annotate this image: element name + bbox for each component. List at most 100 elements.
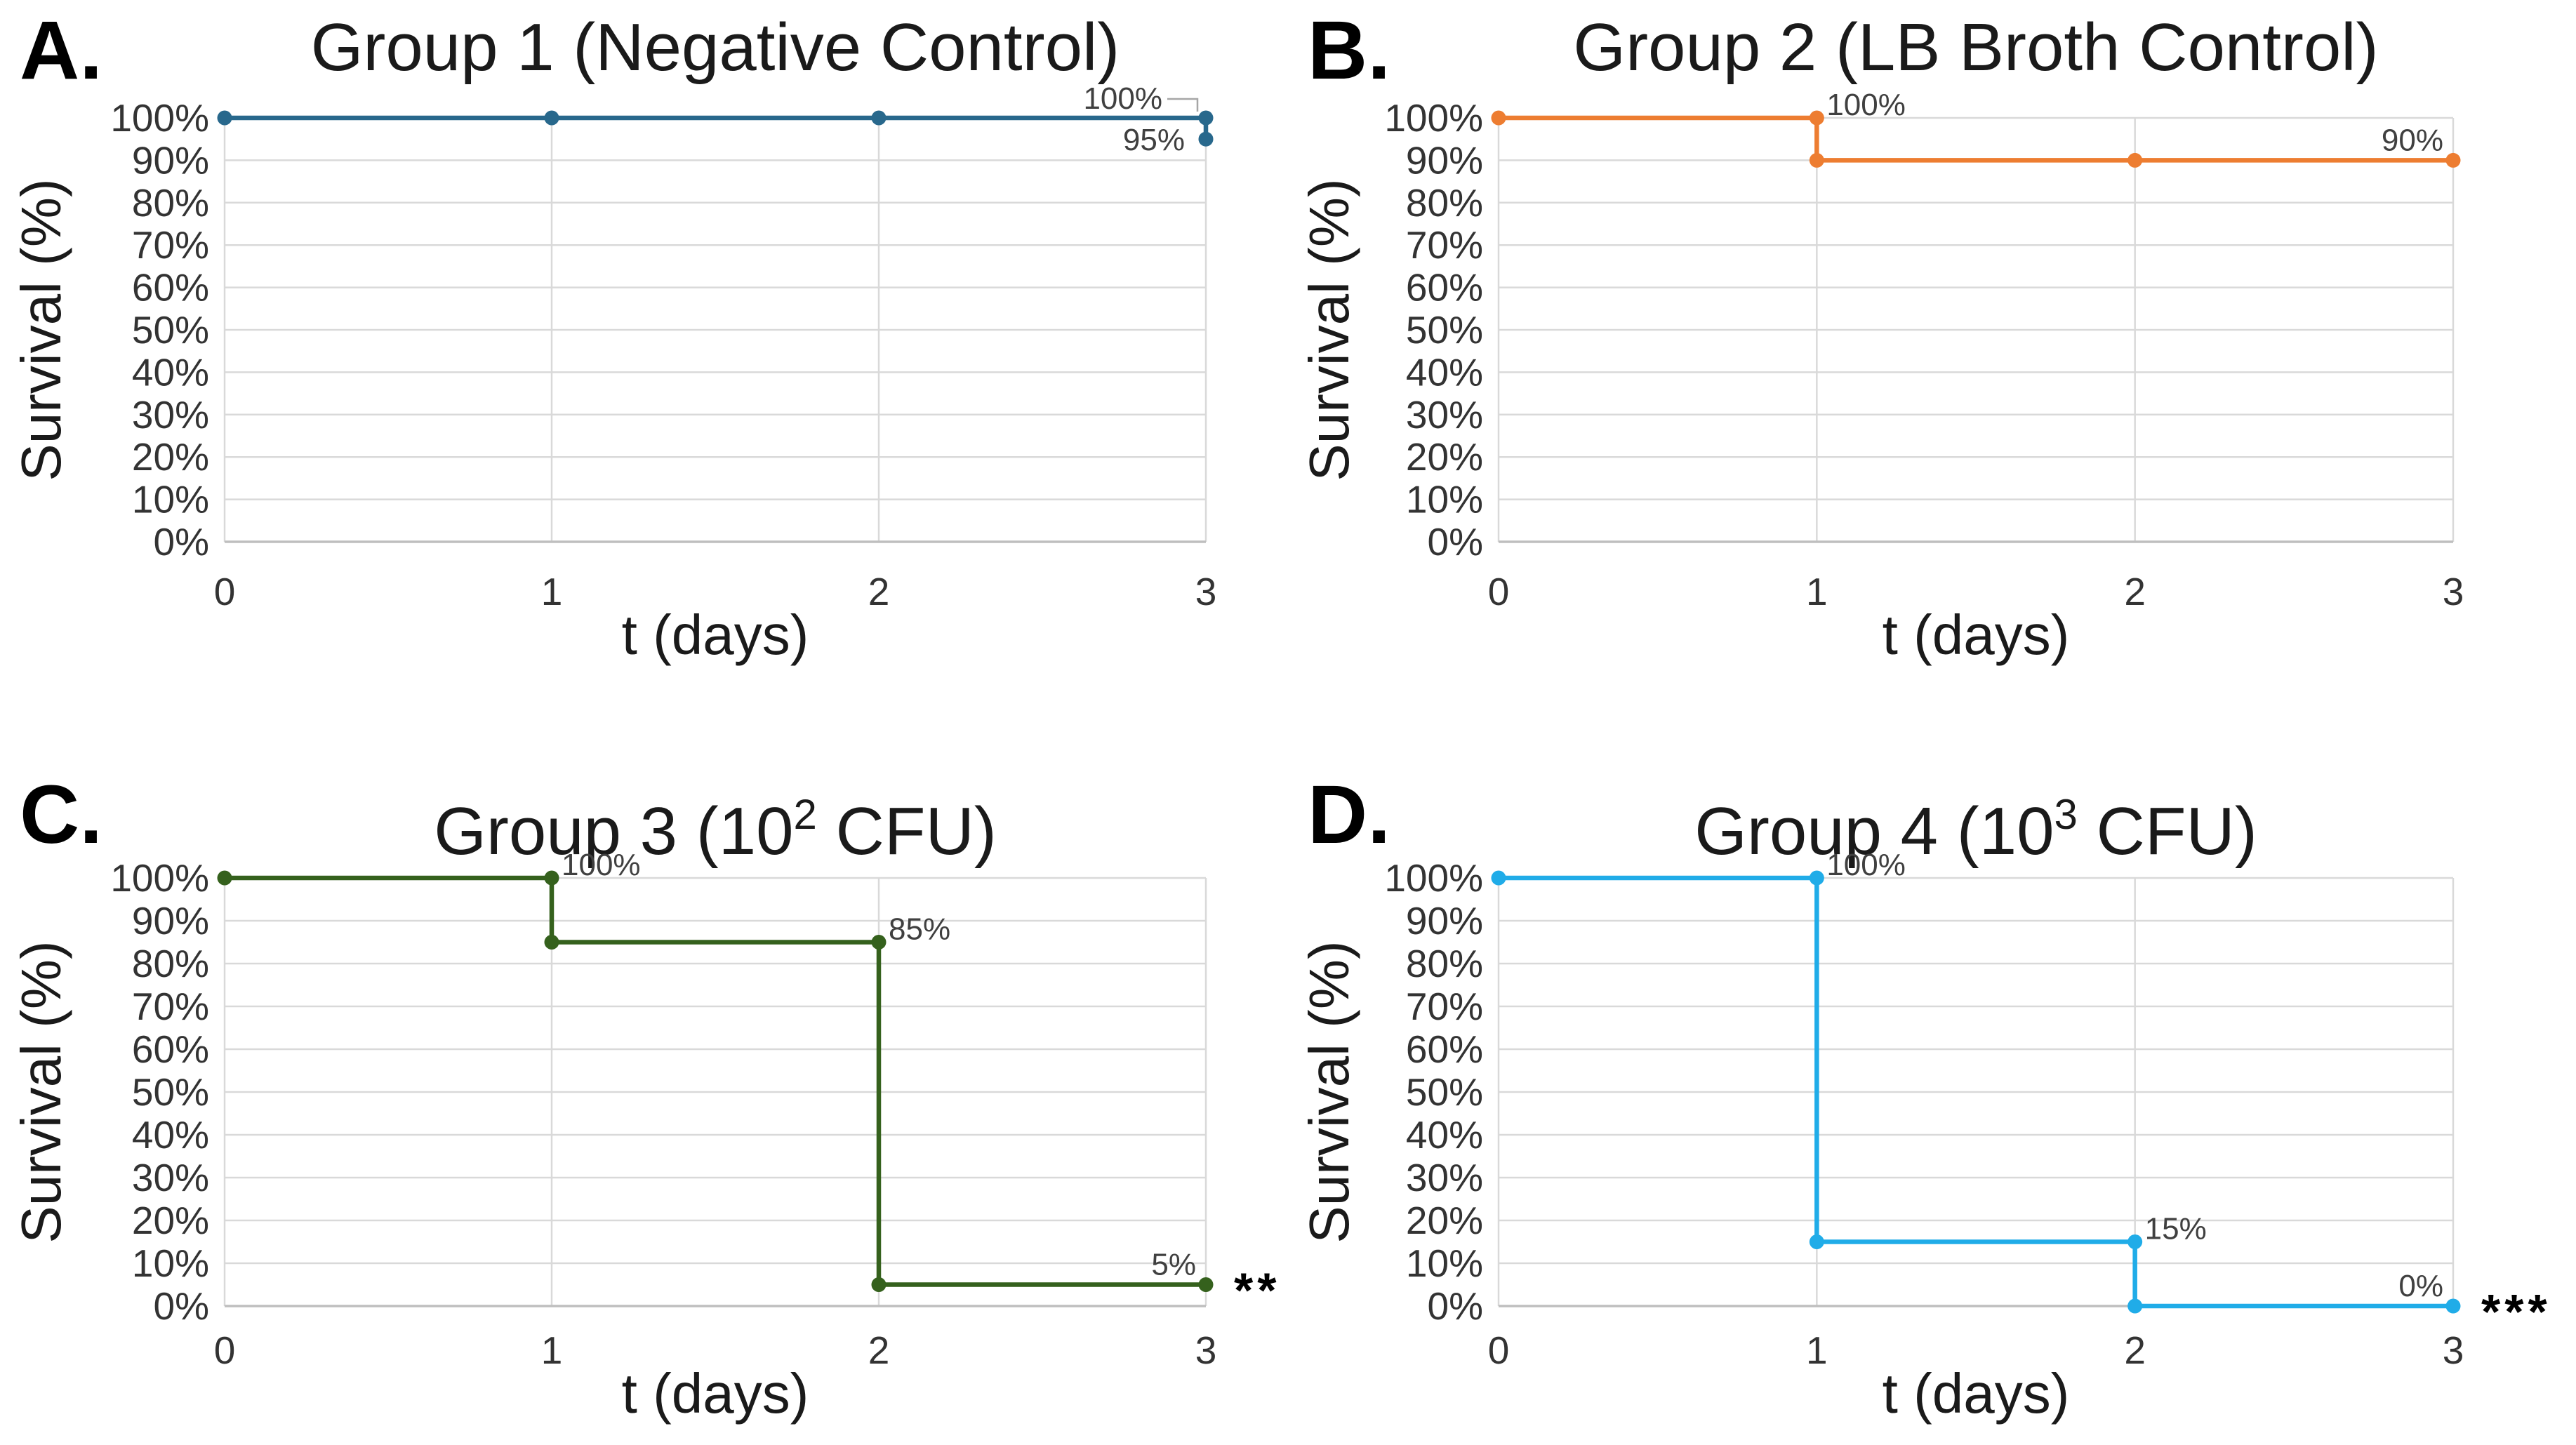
x-axis-title: t (days) — [1883, 1362, 2070, 1425]
data-label-leader-line — [1167, 98, 1199, 112]
panel-letter-label: C. — [20, 768, 102, 861]
survival-step-line — [1496, 115, 2456, 163]
y-tick-label: 60% — [132, 266, 209, 309]
y-axis-title: Survival (%) — [1298, 178, 1360, 481]
y-tick-label: 0% — [1428, 520, 1484, 564]
data-point-marker — [217, 110, 232, 126]
survival-panel-c: C. Group 3 (102 CFU) 0% 10% 20% 30% 40% 50% 60% 7… — [0, 722, 1288, 1445]
chart-title: Group 1 (Negative Control) — [311, 10, 1120, 85]
y-tick-label: 30% — [1406, 1156, 1483, 1199]
y-tick-label: 40% — [1406, 350, 1483, 394]
y-tick-label: 100% — [110, 856, 209, 900]
data-label: 100% — [1083, 81, 1162, 116]
survival-chart-d: D. Group 4 (103 CFU)0%10%20%30%40%50%60%7… — [1298, 768, 2547, 1425]
y-tick-label: 90% — [1406, 899, 1483, 943]
y-tick-label: 70% — [1406, 223, 1483, 267]
x-tick-label: 0 — [214, 1329, 236, 1372]
survival-panel-a: A. Group 1 (Negative Control) 0% 10% 20% 30% 4… — [0, 0, 1288, 722]
data-point-marker — [871, 110, 887, 126]
y-tick-label: 70% — [132, 985, 209, 1028]
x-axis-title: t (days) — [1883, 604, 2070, 666]
y-tick-label: 0% — [154, 520, 210, 564]
survival-step-line — [222, 875, 1209, 1287]
data-point-marker — [1198, 110, 1214, 126]
chart-title: Group 2 (LB Broth Control) — [1573, 10, 2378, 85]
data-point-marker — [1809, 870, 1824, 886]
x-tick-label: 0 — [1488, 1329, 1510, 1372]
y-tick-label: 60% — [132, 1027, 209, 1071]
data-point-marker — [1491, 870, 1506, 886]
y-tick-label: 40% — [1406, 1113, 1483, 1157]
survival-step-line — [222, 115, 1209, 142]
data-point-marker — [1809, 1234, 1824, 1249]
y-tick-label: 10% — [132, 478, 209, 521]
survival-step-line — [1496, 875, 2456, 1309]
y-tick-label: 70% — [1406, 985, 1483, 1028]
y-tick-label: 50% — [1406, 1070, 1483, 1114]
x-tick-label: 1 — [1806, 1329, 1828, 1372]
y-tick-label: 50% — [132, 308, 209, 352]
data-point-marker — [2127, 1298, 2143, 1314]
y-tick-label: 20% — [132, 1199, 209, 1242]
y-tick-label: 100% — [110, 96, 209, 140]
y-tick-label: 10% — [132, 1241, 209, 1285]
data-label: 100% — [1826, 848, 1906, 882]
x-tick-label: 3 — [2443, 1329, 2464, 1372]
x-tick-label: 1 — [541, 1329, 563, 1372]
data-label: 90% — [2382, 123, 2443, 157]
survival-panel-b: B. Group 2 (LB Broth Control) 0% 10% 20% 30% 4… — [1288, 0, 2576, 722]
y-tick-label: 80% — [132, 181, 209, 225]
y-tick-label: 20% — [1406, 1199, 1483, 1242]
x-tick-label: 3 — [2443, 570, 2464, 613]
y-tick-label: 40% — [132, 350, 209, 394]
y-axis-title: Survival (%) — [10, 940, 72, 1243]
data-label: 100% — [562, 848, 641, 882]
x-tick-label: 2 — [2124, 1329, 2146, 1372]
y-tick-label: 30% — [132, 1156, 209, 1199]
y-tick-label: 100% — [1384, 96, 1483, 140]
data-label: 85% — [889, 912, 950, 947]
x-tick-label: 3 — [1195, 570, 1217, 613]
data-point-marker — [2445, 1298, 2461, 1314]
y-tick-label: 30% — [1406, 393, 1483, 437]
data-point-marker — [1809, 110, 1824, 126]
chart-title: Group 4 (103 CFU) — [1694, 791, 2257, 869]
chart-title: Group 3 (102 CFU) — [434, 791, 997, 869]
survival-chart-b: B. Group 2 (LB Broth Control) 0%10%20%30%4… — [1298, 4, 2464, 666]
data-label: 15% — [2145, 1212, 2207, 1246]
y-tick-label: 0% — [154, 1284, 210, 1328]
x-tick-label: 1 — [541, 570, 563, 613]
data-point-marker — [217, 870, 232, 886]
y-tick-label: 90% — [132, 138, 209, 182]
panel-letter-label: A. — [20, 4, 102, 97]
x-tick-label: 2 — [868, 1329, 890, 1372]
data-label: 95% — [1123, 123, 1185, 157]
y-tick-label: 40% — [132, 1113, 209, 1157]
x-tick-label: 0 — [1488, 570, 1510, 613]
y-tick-label: 0% — [1428, 1284, 1484, 1328]
y-tick-label: 20% — [132, 435, 209, 479]
x-tick-label: 0 — [214, 570, 236, 613]
data-label: 100% — [1826, 88, 1906, 122]
x-tick-label: 1 — [1806, 570, 1828, 613]
y-axis-title: Survival (%) — [10, 178, 72, 481]
y-tick-label: 100% — [1384, 856, 1483, 900]
y-tick-label: 90% — [132, 899, 209, 943]
y-tick-label: 90% — [1406, 138, 1483, 182]
data-point-marker — [871, 1277, 887, 1292]
y-tick-label: 50% — [132, 1070, 209, 1114]
y-axis-title: Survival (%) — [1298, 940, 1360, 1243]
y-tick-label: 70% — [132, 223, 209, 267]
y-tick-label: 80% — [132, 942, 209, 985]
y-tick-label: 30% — [132, 393, 209, 437]
data-point-marker — [2127, 152, 2143, 168]
data-point-marker — [1198, 131, 1214, 147]
y-tick-label: 20% — [1406, 435, 1483, 479]
data-point-marker — [544, 935, 559, 950]
data-point-marker — [1809, 152, 1824, 168]
panel-letter-label: D. — [1308, 768, 1390, 861]
x-tick-label: 2 — [868, 570, 890, 613]
x-axis-title: t (days) — [622, 1362, 809, 1425]
survival-chart-a: A. Group 1 (Negative Control) 0%10%20%30%4… — [10, 4, 1217, 666]
